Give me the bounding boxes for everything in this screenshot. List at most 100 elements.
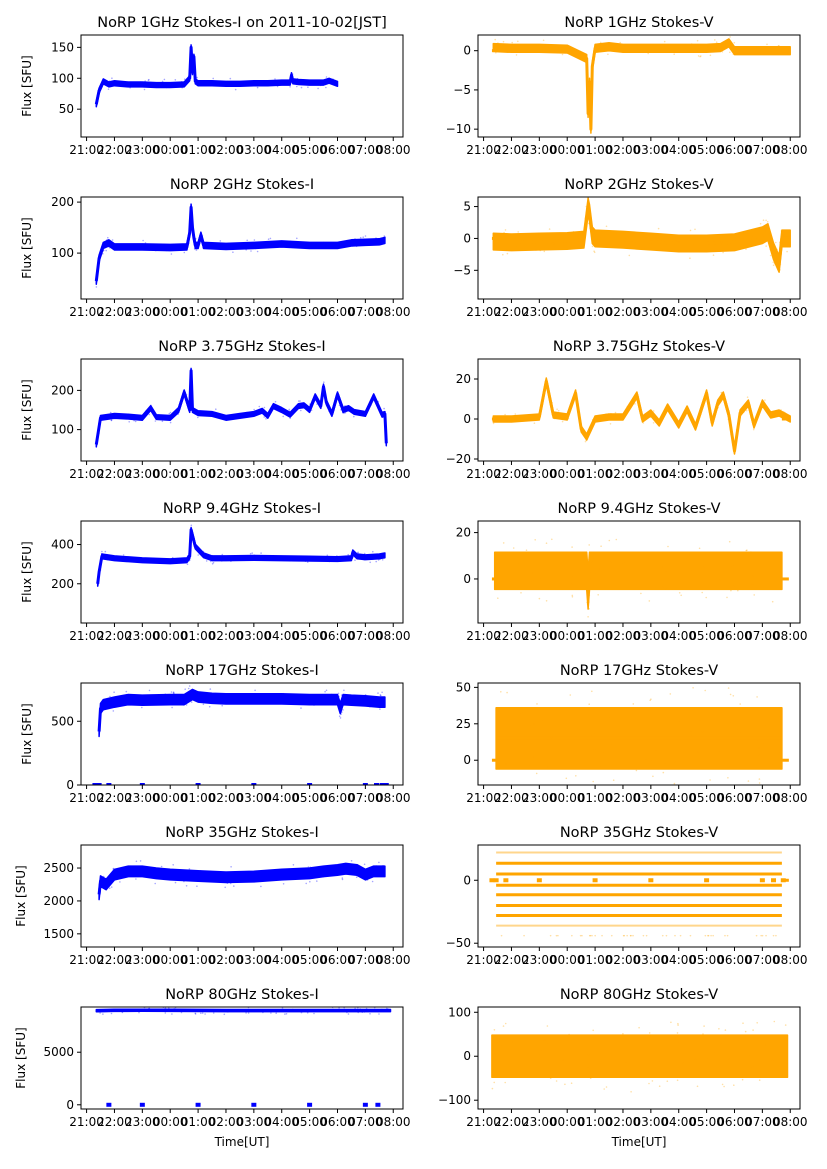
- data-point: [585, 205, 588, 208]
- data-point: [785, 1038, 787, 1041]
- subplot-3: NoRP 2GHz Stokes-V−50521:0022:0023:0000:…: [453, 177, 807, 319]
- data-point: [353, 415, 355, 418]
- x-tick-label: 23:00: [125, 953, 160, 967]
- data-point: [594, 572, 596, 574]
- data-point: [275, 81, 278, 83]
- data-point: [198, 552, 201, 555]
- data-point: [173, 411, 176, 414]
- data-point: [586, 65, 588, 68]
- data-point: [325, 689, 328, 692]
- data-point: [148, 1007, 151, 1010]
- subplot-title: NoRP 9.4GHz Stokes-I: [163, 501, 321, 517]
- data-point: [729, 36, 731, 38]
- data-point: [589, 934, 592, 937]
- x-tick-label: 08:00: [376, 143, 411, 157]
- data-point: [369, 1013, 371, 1015]
- data-point: [105, 249, 107, 252]
- data-point: [593, 748, 596, 751]
- subplot-8: NoRP 17GHz Stokes-I050021:0022:0023:0000…: [20, 663, 411, 805]
- data-point: [199, 695, 201, 698]
- data-point: [96, 96, 98, 99]
- data-point: [326, 400, 328, 403]
- x-tick-label: 03:00: [634, 791, 669, 805]
- data-point: [722, 392, 724, 395]
- data-point: [302, 557, 305, 559]
- data-point: [751, 1066, 754, 1068]
- data-point: [546, 766, 548, 768]
- x-tick-label: 22:00: [494, 629, 529, 643]
- x-tick-label: 07:00: [745, 467, 780, 481]
- data-point: [99, 706, 101, 709]
- data-point: [201, 1012, 204, 1014]
- data-point: [564, 1075, 566, 1077]
- data-point: [597, 594, 599, 596]
- x-tick-label: 08:00: [376, 467, 411, 481]
- y-tick-label: 50: [59, 102, 74, 116]
- plot-area: [97, 860, 386, 901]
- data-point: [729, 693, 732, 696]
- data-point: [357, 1011, 360, 1014]
- data-point: [323, 81, 326, 83]
- y-tick-label: 0: [463, 1049, 471, 1063]
- data-point: [772, 762, 774, 765]
- data-point: [346, 699, 348, 701]
- data-point: [119, 881, 121, 883]
- data-point: [199, 239, 201, 242]
- data-point: [99, 717, 102, 720]
- data-point: [648, 600, 651, 602]
- data-point: [226, 80, 229, 83]
- data-point: [756, 738, 759, 741]
- data-point: [164, 1008, 167, 1010]
- data-point: [557, 410, 560, 412]
- data-point: [338, 695, 340, 698]
- data-point: [291, 73, 294, 75]
- x-tick-label: 23:00: [522, 629, 557, 643]
- data-marker-zero: [139, 783, 145, 785]
- data-point: [588, 99, 590, 101]
- data-point: [730, 433, 732, 435]
- data-marker-zero: [592, 878, 598, 883]
- data-point: [188, 233, 191, 236]
- x-tick-label: 06:00: [717, 467, 752, 481]
- data-point: [100, 707, 102, 710]
- data-point: [363, 863, 366, 866]
- x-tick-label: 02:00: [606, 629, 641, 643]
- data-point: [101, 705, 103, 708]
- x-tick-label: 23:00: [125, 629, 160, 643]
- data-point: [678, 738, 680, 740]
- data-point: [381, 559, 384, 561]
- data-point: [257, 247, 260, 249]
- data-point: [588, 104, 590, 106]
- data-point: [343, 412, 345, 415]
- data-point: [339, 706, 341, 708]
- data-point: [383, 554, 386, 557]
- data-point: [779, 1051, 782, 1053]
- data-point: [372, 554, 375, 556]
- data-point: [146, 1010, 148, 1012]
- data-point: [662, 565, 664, 568]
- data-point: [622, 934, 625, 937]
- data-point: [495, 51, 497, 54]
- data-point: [170, 253, 173, 255]
- data-point: [533, 722, 535, 725]
- data-point: [650, 698, 652, 700]
- data-point: [199, 234, 201, 237]
- data-point: [666, 1080, 669, 1082]
- data-point: [765, 245, 767, 247]
- data-point: [502, 1025, 505, 1027]
- data-point: [289, 86, 291, 88]
- data-point: [771, 600, 774, 603]
- data-point: [248, 80, 251, 83]
- data-point: [140, 1009, 142, 1011]
- data-point: [135, 81, 138, 84]
- plot-area: [491, 377, 791, 455]
- x-tick-label: 07:00: [745, 1115, 780, 1129]
- x-tick-label: 23:00: [522, 953, 557, 967]
- data-point: [248, 83, 250, 86]
- data-point: [650, 760, 653, 763]
- data-point: [599, 764, 602, 767]
- x-tick-label: 22:00: [97, 467, 132, 481]
- data-point: [502, 253, 504, 256]
- data-point: [383, 235, 386, 237]
- data-point: [662, 586, 664, 588]
